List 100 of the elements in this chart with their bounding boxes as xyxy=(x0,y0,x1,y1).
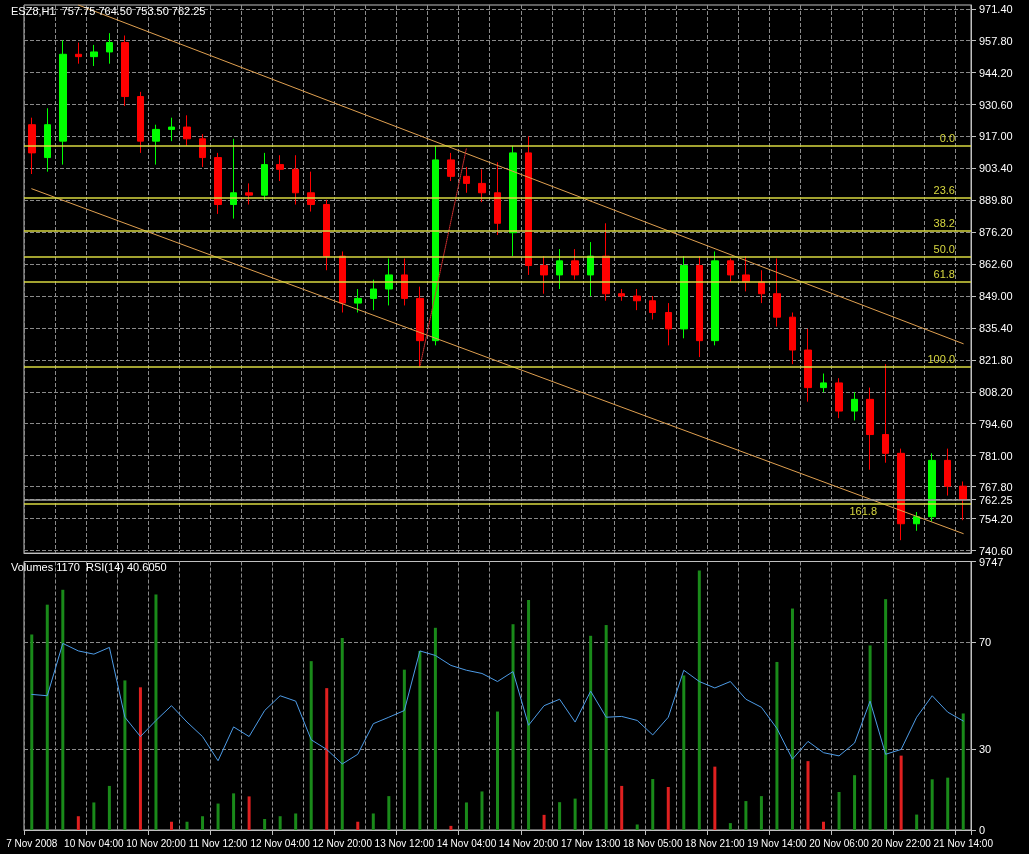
y-tick-label: 794.60 xyxy=(979,417,1013,430)
candlestick xyxy=(618,288,625,302)
bar xyxy=(61,589,65,830)
x-tick-label: 21 Nov 14:00 xyxy=(933,837,994,849)
bar xyxy=(651,779,655,830)
bar xyxy=(325,688,329,830)
bar xyxy=(309,661,313,830)
annotation: 38.2 xyxy=(933,217,955,230)
bar xyxy=(946,777,950,830)
bar xyxy=(558,802,562,830)
y-tick-label: 835.40 xyxy=(979,321,1013,334)
bar xyxy=(822,821,826,830)
candlestick xyxy=(587,241,594,297)
candlestick xyxy=(90,44,98,67)
candlestick xyxy=(261,152,268,201)
bar xyxy=(263,818,267,830)
candlestick xyxy=(680,255,688,339)
candlestick xyxy=(339,250,346,313)
candlestick xyxy=(106,32,113,65)
candlestick xyxy=(665,302,672,346)
bar xyxy=(387,796,391,830)
y-tick-label: 957.80 xyxy=(979,34,1013,47)
candlestick xyxy=(540,255,548,295)
candlestick xyxy=(152,124,160,166)
bar xyxy=(728,823,732,830)
candlestick xyxy=(509,145,517,257)
bar xyxy=(604,625,608,830)
bar xyxy=(340,638,344,830)
bar xyxy=(402,669,406,830)
bar xyxy=(185,821,189,830)
candlestick xyxy=(28,117,36,175)
bar xyxy=(744,801,748,830)
x-tick-label: 12 Nov 04:00 xyxy=(250,837,311,849)
candlestick xyxy=(183,114,191,147)
candlestick xyxy=(245,182,253,206)
candlestick xyxy=(75,42,82,65)
x-tick-label: 7 Nov 2008 xyxy=(6,837,58,849)
candlestick xyxy=(494,161,501,236)
bar xyxy=(930,779,934,830)
bar xyxy=(961,713,965,830)
bar xyxy=(464,802,468,830)
candlestick xyxy=(602,222,610,302)
candlestick xyxy=(789,311,796,365)
bar xyxy=(837,791,841,830)
y2-tick-label: 70 xyxy=(979,636,992,649)
candlestick xyxy=(897,448,905,541)
bar xyxy=(371,813,375,830)
bar xyxy=(76,816,80,830)
candlestick xyxy=(866,387,874,471)
y-tick-label: 917.00 xyxy=(979,130,1013,143)
y2-tick-label: 30 xyxy=(979,743,992,756)
x-tick-label: 19 Nov 14:00 xyxy=(747,837,808,849)
bar xyxy=(294,813,298,830)
x-tick-label: 20 Nov 06:00 xyxy=(809,837,870,849)
bar xyxy=(449,825,453,830)
candlestick xyxy=(121,35,129,107)
candlestick xyxy=(59,39,67,166)
x-tick-label: 14 Nov 04:00 xyxy=(436,837,497,849)
candlestick xyxy=(711,250,719,346)
bar xyxy=(92,802,96,830)
candlestick xyxy=(447,152,455,182)
candlestick xyxy=(168,117,175,142)
bar xyxy=(542,814,546,830)
x-tick-label: 20 Nov 22:00 xyxy=(871,837,932,849)
annotation: 161.8 xyxy=(849,505,877,518)
x-tick-label: 12 Nov 20:00 xyxy=(312,837,373,849)
annotation: 61.8 xyxy=(933,268,955,281)
y-tick-label: 862.60 xyxy=(979,258,1013,271)
y-tick-label: 821.80 xyxy=(979,353,1013,366)
candlestick xyxy=(835,377,843,419)
y-tick-label: 876.20 xyxy=(979,226,1013,239)
candlestick xyxy=(44,107,51,173)
candlestick xyxy=(401,258,408,306)
candlestick xyxy=(649,295,656,321)
bar xyxy=(107,785,111,830)
bar xyxy=(154,594,158,830)
bar xyxy=(418,650,422,830)
x-tick-label: 10 Nov 04:00 xyxy=(64,837,125,849)
bar xyxy=(247,796,251,830)
x-tick-label: 17 Nov 13:00 xyxy=(560,837,621,849)
candlestick xyxy=(214,152,222,215)
candlestick xyxy=(199,133,206,168)
candlestick xyxy=(727,258,734,283)
y-tick-label: 808.20 xyxy=(979,385,1013,398)
bar xyxy=(884,599,888,830)
bar xyxy=(697,570,701,830)
bar xyxy=(666,787,670,830)
candlestick xyxy=(959,480,967,521)
bar xyxy=(635,824,639,830)
candlestick xyxy=(416,286,424,367)
x-tick-label: 18 Nov 05:00 xyxy=(623,837,683,849)
bar xyxy=(511,624,515,830)
candlestick xyxy=(944,448,951,497)
bar xyxy=(169,821,173,830)
y-tick-label: 849.00 xyxy=(979,290,1013,303)
y-tick-label: 944.20 xyxy=(979,66,1013,79)
candlestick xyxy=(370,279,377,311)
bar xyxy=(853,775,857,830)
candlestick xyxy=(928,452,936,522)
bar xyxy=(123,680,127,830)
